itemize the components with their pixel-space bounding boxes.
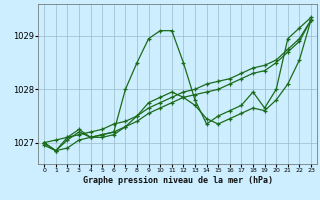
X-axis label: Graphe pression niveau de la mer (hPa): Graphe pression niveau de la mer (hPa) (83, 176, 273, 185)
